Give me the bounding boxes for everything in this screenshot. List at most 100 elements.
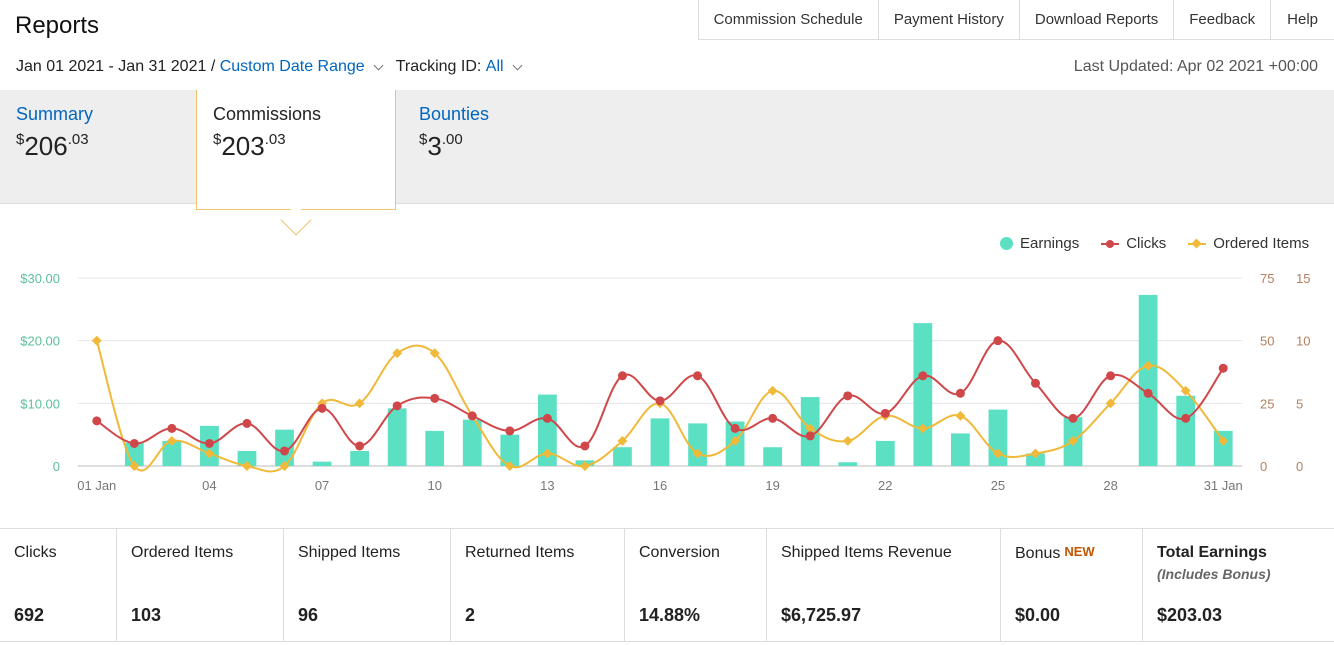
legend-ordered-label: Ordered Items xyxy=(1213,235,1310,252)
x-tick-label: 22 xyxy=(878,478,892,493)
ordered-items-point xyxy=(992,448,1003,459)
y-ordered-tick-label: 15 xyxy=(1296,271,1310,286)
clicks-point xyxy=(730,423,740,433)
earnings-bar xyxy=(500,434,520,466)
ordered-items-point xyxy=(1180,385,1191,396)
stat-value: $6,725.97 xyxy=(781,605,862,625)
ordered-items-point xyxy=(91,335,102,346)
nav-payment-history[interactable]: Payment History xyxy=(879,0,1020,39)
earnings-bar xyxy=(913,323,933,466)
earnings-bar xyxy=(1213,430,1233,466)
y-clicks-tick-label: 75 xyxy=(1260,271,1274,286)
ordered-items-point xyxy=(1030,448,1041,459)
nav-download-reports[interactable]: Download Reports xyxy=(1020,0,1175,39)
bounties-amount: $3.00 xyxy=(419,131,463,161)
tab-summary[interactable]: Summary $206.03 xyxy=(0,90,200,204)
stat-label: Bonus NEW xyxy=(1015,544,1095,562)
y-left-tick-label: $30.00 xyxy=(20,271,60,286)
nav-commission-schedule[interactable]: Commission Schedule xyxy=(699,0,879,39)
stat-conversion: Conversion 14.88% xyxy=(625,529,767,641)
x-tick-label: 04 xyxy=(202,478,216,493)
ordered-items-point xyxy=(354,398,365,409)
earnings-bar xyxy=(537,394,557,466)
page-title: Reports xyxy=(15,12,100,39)
ordered-items-point xyxy=(429,348,440,359)
custom-date-range-dropdown[interactable]: Custom Date Range xyxy=(219,58,365,75)
y-left-tick-label: $20.00 xyxy=(20,334,60,349)
clicks-point xyxy=(918,371,928,381)
filter-row: Jan 01 2021 - Jan 31 2021 / Custom Date … xyxy=(16,58,529,76)
stat-value: 96 xyxy=(298,605,319,625)
chart-legend: Earnings Clicks Ordered Items xyxy=(1000,235,1309,252)
ordered-items-point xyxy=(166,435,177,446)
clicks-point xyxy=(167,423,177,433)
stat-value: 103 xyxy=(131,605,162,625)
clicks-point xyxy=(467,411,477,421)
earnings-bar xyxy=(763,447,783,466)
earnings-bar xyxy=(425,430,445,466)
earnings-chart: $30.00 75 15$20.00 50 10$10.00 25 50 0 001 Jan 04… xyxy=(20,271,1310,493)
clicks-point xyxy=(955,388,965,398)
legend-clicks-swatch xyxy=(1101,239,1120,248)
tab-commissions[interactable]: Commissions $203.03 xyxy=(196,90,396,210)
earnings-bar xyxy=(1176,395,1196,466)
clicks-point xyxy=(1218,363,1228,373)
ordered-items-point xyxy=(617,435,628,446)
stat-value: 2 xyxy=(465,605,476,625)
clicks-point xyxy=(805,431,815,441)
chevron-down-icon[interactable] xyxy=(373,60,384,70)
chevron-down-icon[interactable] xyxy=(512,60,523,70)
x-tick-label: 07 xyxy=(315,478,329,493)
stat-returned-items: Returned Items 2 xyxy=(451,529,625,641)
stat-label: Clicks xyxy=(14,544,57,561)
clicks-point xyxy=(542,413,552,423)
y-clicks-tick-label: 50 xyxy=(1260,334,1274,349)
stat-label: Ordered Items xyxy=(131,544,234,561)
x-tick-label: 13 xyxy=(540,478,554,493)
clicks-point xyxy=(843,391,853,401)
ordered-items-point xyxy=(1105,398,1116,409)
stat-sub-label: (Includes Bonus) xyxy=(1157,566,1271,582)
legend-clicks[interactable]: Clicks xyxy=(1101,235,1166,252)
ordered-items-point xyxy=(579,461,590,471)
stat-label: Shipped Items xyxy=(298,544,401,561)
x-tick-label: 28 xyxy=(1103,478,1117,493)
legend-earnings-swatch xyxy=(1000,237,1013,250)
legend-earnings[interactable]: Earnings xyxy=(1000,235,1079,252)
earnings-bar xyxy=(688,423,707,466)
x-tick-label: 10 xyxy=(427,478,441,493)
ordered-items-point xyxy=(1143,360,1154,371)
legend-clicks-label: Clicks xyxy=(1126,235,1167,252)
stat-label: Total Earnings xyxy=(1157,544,1267,561)
clicks-point xyxy=(655,396,665,406)
ordered-items-point xyxy=(392,348,403,359)
clicks-point xyxy=(1143,388,1153,398)
summary-band: Summary $206.03 Commissions $203.03 Boun… xyxy=(0,90,1334,210)
legend-ordered-items[interactable]: Ordered Items xyxy=(1188,235,1309,252)
ordered-items-point xyxy=(504,461,515,471)
tracking-id-dropdown[interactable]: All xyxy=(485,58,504,75)
earnings-bar xyxy=(237,450,257,466)
ordered-items-point xyxy=(767,385,778,396)
earnings-bar xyxy=(650,418,670,466)
nav-help[interactable]: Help xyxy=(1287,11,1318,28)
ordered-items-point xyxy=(542,448,553,459)
ordered-items-point xyxy=(129,461,140,471)
tab-commissions-label: Commissions xyxy=(213,104,322,124)
tab-bounties-label: Bounties xyxy=(419,104,490,124)
earnings-bar xyxy=(162,440,182,466)
ordered-items-point xyxy=(955,410,966,421)
y-ordered-tick-label: 10 xyxy=(1296,334,1310,349)
earnings-bar xyxy=(350,450,369,466)
tracking-id-label: Tracking ID: xyxy=(395,58,482,75)
tab-bounties[interactable]: Bounties $3.00 xyxy=(403,90,603,204)
clicks-point xyxy=(768,413,778,423)
stat-value: $0.00 xyxy=(1015,605,1061,625)
clicks-point xyxy=(580,441,590,451)
tab-summary-label: Summary xyxy=(16,104,94,124)
clicks-point xyxy=(430,393,440,403)
ordered-items-point xyxy=(730,435,741,446)
earnings-bar xyxy=(387,408,407,466)
nav-feedback[interactable]: Feedback xyxy=(1174,0,1272,39)
clicks-point xyxy=(129,438,139,448)
